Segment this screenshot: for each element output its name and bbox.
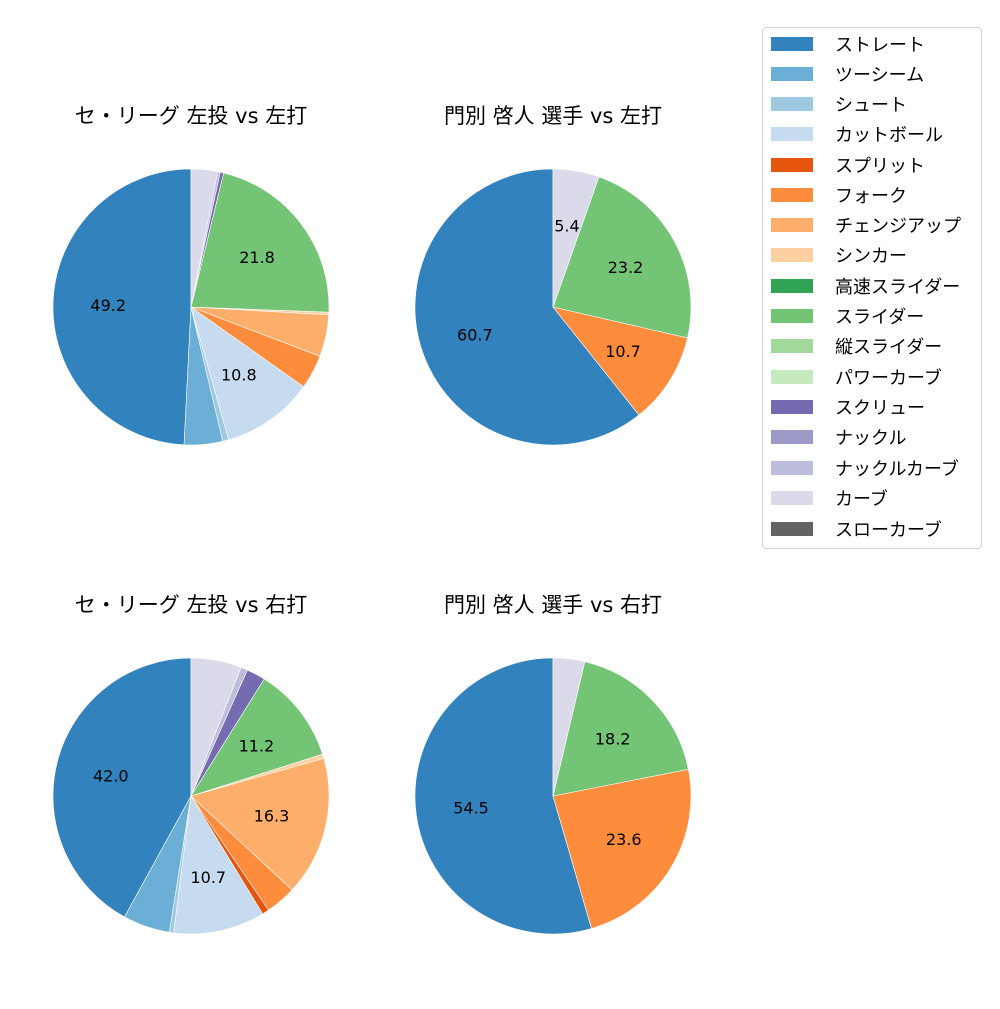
legend-item: ナックル	[771, 425, 906, 449]
legend-item: チェンジアップ	[771, 213, 961, 237]
legend-swatch	[771, 309, 813, 323]
legend-swatch	[771, 248, 813, 262]
pie-chart: 42.0 10.7 16.3 11.2	[52, 657, 330, 935]
pie-panel-player-vs-right: 門別 啓人 選手 vs 右打 54.5 23.6 18.2	[383, 589, 723, 1009]
legend-label: パワーカーブ	[835, 368, 942, 389]
slice-label: 10.7	[190, 868, 226, 887]
legend-item: スライダー	[771, 304, 924, 328]
chart-title: 門別 啓人 選手 vs 右打	[443, 593, 663, 617]
pie-slice	[190, 657, 242, 797]
legend-label: ナックルカーブ	[835, 459, 959, 480]
legend-swatch	[771, 158, 813, 172]
legend-swatch	[771, 370, 813, 384]
slice-label: 23.2	[608, 258, 644, 277]
legend-item: スクリュー	[771, 395, 925, 419]
legend-item: スローカーブ	[771, 517, 942, 541]
chart-title: セ・リーグ 左投 vs 右打	[74, 593, 308, 617]
pie-slice	[552, 168, 600, 308]
legend-label: 高速スライダー	[835, 277, 961, 298]
slice-label: 23.6	[606, 830, 642, 849]
slice-label: 10.8	[221, 366, 257, 385]
pie-slice	[190, 172, 330, 313]
legend-swatch	[771, 97, 813, 111]
legend-label: スプリット	[835, 156, 925, 177]
legend-swatch	[771, 279, 813, 293]
pie-slice	[414, 657, 592, 935]
legend-label: フォーク	[835, 186, 907, 207]
pie-slice	[190, 678, 323, 797]
legend-item: ツーシーム	[771, 62, 924, 86]
legend-swatch	[771, 430, 813, 444]
legend-label: スライダー	[835, 307, 925, 328]
slice-label: 16.3	[254, 806, 290, 825]
legend: ストレート ツーシーム シュート カットボール スプリット フォーク チェンジア…	[762, 27, 982, 549]
legend-item: フォーク	[771, 183, 907, 207]
pie-slice	[173, 795, 264, 935]
legend-item: カットボール	[771, 122, 943, 146]
pie-slice	[552, 768, 692, 929]
legend-swatch	[771, 188, 813, 202]
legend-label: スクリュー	[835, 398, 925, 419]
legend-item: パワーカーブ	[771, 365, 942, 389]
legend-swatch	[771, 37, 813, 51]
legend-label: カーブ	[835, 489, 888, 510]
chart-title: 門別 啓人 選手 vs 左打	[443, 104, 663, 128]
pie-chart: 54.5 23.6 18.2	[414, 657, 692, 935]
legend-label: ストレート	[835, 35, 925, 56]
legend-item: 高速スライダー	[771, 274, 960, 298]
pie-slice	[552, 176, 692, 339]
pie-slice	[52, 657, 192, 918]
slice-label: 60.7	[457, 325, 493, 344]
legend-label: カットボール	[835, 125, 943, 146]
legend-swatch	[771, 67, 813, 81]
legend-label: シンカー	[835, 246, 907, 267]
legend-item: カーブ	[771, 486, 888, 510]
pie-slice	[552, 306, 688, 416]
pie-slice	[190, 168, 219, 308]
pie-slice	[52, 168, 192, 446]
slice-label: 18.2	[595, 730, 631, 749]
legend-swatch	[771, 491, 813, 505]
legend-item: シンカー	[771, 243, 907, 267]
slice-label: 49.2	[90, 296, 126, 315]
pie-chart: 49.2 10.8 21.8	[52, 168, 330, 446]
pie-slice	[552, 661, 689, 797]
legend-swatch	[771, 400, 813, 414]
legend-swatch	[771, 522, 813, 536]
pie-panel-player-vs-left: 門別 啓人 選手 vs 左打 60.7 10.7 23.2 5.4	[383, 100, 723, 520]
legend-label: 縦スライダー	[835, 337, 943, 358]
legend-label: チェンジアップ	[835, 216, 961, 237]
legend-item: スプリット	[771, 153, 925, 177]
legend-item: 縦スライダー	[771, 334, 942, 358]
pie-panel-league-vs-right: セ・リーグ 左投 vs 右打 42.0 10.7 16.3 11.2	[21, 589, 361, 1009]
legend-swatch	[771, 218, 813, 232]
slice-label: 21.8	[239, 248, 275, 267]
slice-label: 5.4	[554, 216, 579, 235]
pie-slice	[190, 757, 330, 891]
slice-label: 10.7	[605, 342, 641, 361]
legend-swatch	[771, 461, 813, 475]
pie-slice	[552, 657, 586, 797]
slice-label: 11.2	[239, 736, 275, 755]
pie-panel-league-vs-left: セ・リーグ 左投 vs 左打 49.2 10.8 21.8	[21, 100, 361, 520]
legend-label: シュート	[835, 95, 907, 116]
chart-title: セ・リーグ 左投 vs 左打	[74, 104, 308, 128]
slice-label: 42.0	[93, 766, 129, 785]
pie-chart: 60.7 10.7 23.2 5.4	[414, 168, 692, 446]
slice-label: 54.5	[453, 799, 489, 818]
legend-label: ナックル	[835, 428, 907, 449]
legend-swatch	[771, 339, 813, 353]
legend-item: ストレート	[771, 32, 925, 56]
legend-item: シュート	[771, 92, 907, 116]
legend-label: ツーシーム	[835, 65, 925, 86]
legend-item: ナックルカーブ	[771, 456, 959, 480]
legend-swatch	[771, 127, 813, 141]
pie-slice	[414, 168, 640, 446]
legend-label: スローカーブ	[835, 520, 942, 541]
pie-slice	[190, 306, 305, 441]
